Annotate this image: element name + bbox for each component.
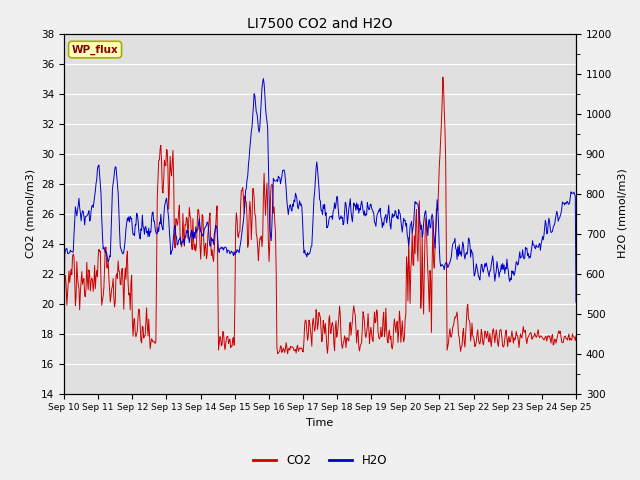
CO2 (397, 339, 404, 345)
H2O (174, 241, 182, 247)
X-axis label: Time: Time (307, 418, 333, 428)
CO2 (572, 333, 580, 339)
H2O (572, 300, 580, 305)
H2O (201, 225, 209, 230)
H2O (60, 338, 68, 344)
CO2 (201, 243, 209, 249)
Title: LI7500 CO2 and H2O: LI7500 CO2 and H2O (247, 17, 393, 31)
H2O (69, 249, 77, 255)
CO2 (122, 276, 130, 282)
Text: WP_flux: WP_flux (72, 44, 118, 55)
CO2 (60, 391, 68, 396)
H2O (260, 76, 268, 82)
H2O (383, 220, 390, 226)
CO2 (382, 305, 390, 311)
Y-axis label: CO2 (mmol/m3): CO2 (mmol/m3) (26, 169, 35, 258)
H2O (397, 224, 405, 229)
Line: H2O: H2O (64, 79, 576, 341)
Legend: CO2, H2O: CO2, H2O (248, 449, 392, 472)
H2O (122, 226, 130, 232)
CO2 (439, 74, 447, 80)
Line: CO2: CO2 (64, 77, 576, 394)
Y-axis label: H2O (mmol/m3): H2O (mmol/m3) (618, 169, 628, 258)
CO2 (174, 219, 182, 225)
CO2 (69, 251, 77, 257)
